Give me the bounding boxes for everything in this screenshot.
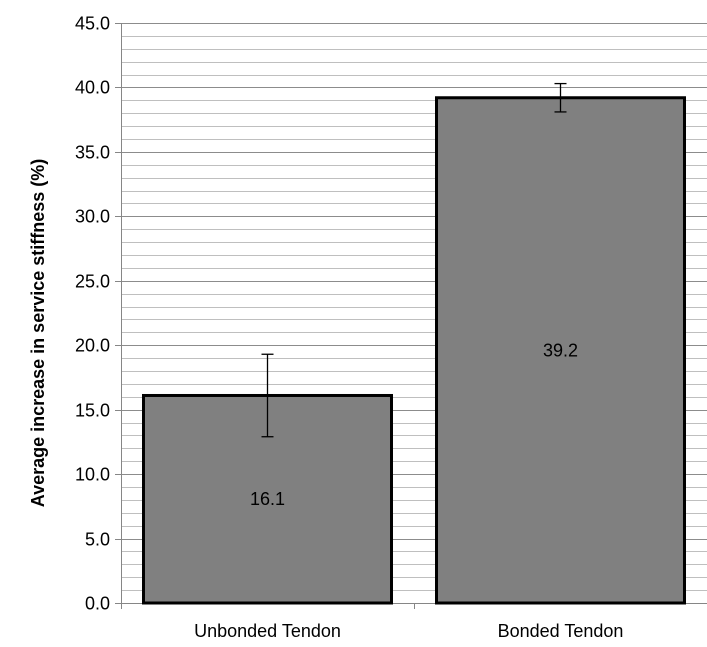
y-tick-label: 45.0 xyxy=(75,14,110,34)
y-tick-label: 0.0 xyxy=(85,594,110,614)
y-tick-label: 40.0 xyxy=(75,78,110,98)
y-tick-label: 25.0 xyxy=(75,272,110,292)
y-axis-title: Average increase in service stiffness (%… xyxy=(28,159,48,508)
bars xyxy=(142,96,686,605)
y-tick-label: 15.0 xyxy=(75,401,110,421)
data-label: 16.1 xyxy=(250,489,285,509)
x-category-label: Bonded Tendon xyxy=(498,621,624,641)
y-tick-label: 35.0 xyxy=(75,143,110,163)
y-tick-label: 10.0 xyxy=(75,465,110,485)
labels: 0.0 5.0 10.0 15.0 20.0 25.0 30.0 35.0 40.0 45.0 16… xyxy=(75,14,623,642)
data-label: 39.2 xyxy=(543,340,578,360)
y-tick-label: 5.0 xyxy=(85,530,110,550)
error-bars xyxy=(261,82,567,438)
y-tick-label: 20.0 xyxy=(75,336,110,356)
bar-bonded-tendon xyxy=(435,96,686,605)
y-tick-label: 30.0 xyxy=(75,207,110,227)
x-category-label: Unbonded Tendon xyxy=(194,621,341,641)
